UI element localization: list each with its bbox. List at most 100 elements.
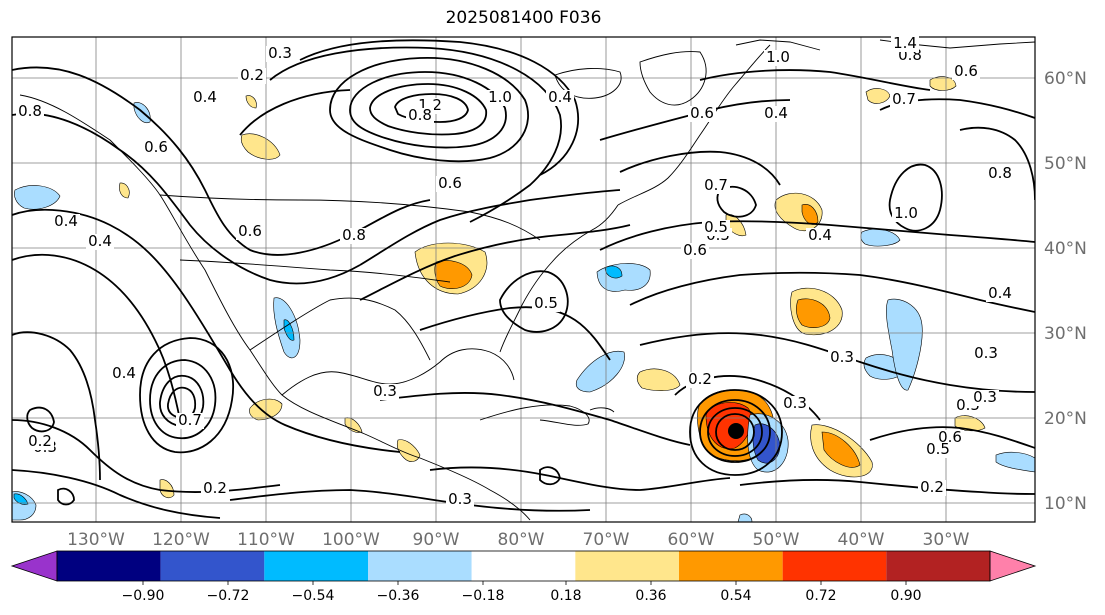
colorbar-extend-left — [10, 550, 58, 582]
contour-label-bg — [340, 228, 368, 244]
contour-label: 0.8 — [18, 102, 42, 120]
colorbar-tick-labels: −0.90 −0.72 −0.54 −0.36 −0.18 0.18 0.36 0.54 0.7… — [122, 581, 922, 604]
contour-label: 0.4 — [112, 364, 136, 382]
lon-label: 90°W — [413, 530, 460, 550]
shade-patch — [801, 204, 819, 225]
contour-label: 0.2 — [203, 479, 227, 497]
contour-label-bg — [828, 350, 856, 366]
contour-label: 0.3 — [268, 44, 292, 62]
shade-patch — [929, 76, 957, 91]
contour-label: 0.6 — [954, 62, 978, 80]
contour-label-bg — [110, 366, 138, 382]
colorbar — [10, 550, 1037, 582]
contour-label: 0.2 — [28, 432, 52, 450]
colorbar-tick-label: 0.72 — [805, 588, 836, 604]
contour-label: 0.2 — [240, 66, 264, 84]
contour-label: 0.6 — [144, 138, 168, 156]
colorbar-tick-label: 0.90 — [890, 588, 921, 604]
contour-label-bg — [681, 243, 709, 259]
lon-label: 50°W — [753, 530, 800, 550]
colorbar-tick-label: 0.36 — [635, 588, 666, 604]
contour-label-bg — [406, 108, 434, 124]
contour-label: 0.4 — [808, 226, 832, 244]
contour-label: 0.8 — [408, 106, 432, 124]
contour-label-bg — [952, 64, 980, 80]
colorbar-tick-label: −0.18 — [462, 588, 505, 604]
contour-label: 0.4 — [54, 212, 78, 230]
shade-patch — [796, 298, 831, 328]
contour-label: 0.7 — [178, 411, 202, 429]
contour-label-bg — [436, 176, 464, 192]
contour-label-bg — [971, 390, 999, 406]
shade-patch — [995, 451, 1035, 473]
contour-label-bg — [986, 286, 1014, 302]
lat-label: 50°N — [1044, 154, 1087, 174]
lon-label: 130°W — [67, 530, 125, 550]
contour-label-bg — [486, 90, 514, 106]
contour-label: 1.0 — [894, 204, 918, 222]
contour-label-bg — [176, 413, 204, 429]
contour-label: 1.0 — [488, 88, 512, 106]
contour-label: 0.4 — [988, 284, 1012, 302]
colorbar-tick-label: −0.54 — [292, 588, 335, 604]
contour-label-bg — [764, 50, 792, 66]
shade-patch — [159, 479, 175, 499]
longitude-labels: 130°W 120°W 110°W 100°W 90°W 80°W 70°W 60°W 50°W… — [67, 530, 970, 550]
contour-label-bg — [891, 36, 919, 52]
contour-label-bg — [986, 166, 1014, 182]
contour-label: 1.4 — [893, 34, 917, 52]
shade-patch — [636, 368, 681, 391]
contour-label-bg — [238, 68, 266, 84]
storm-center-marker — [728, 423, 744, 439]
shade-patch — [119, 182, 130, 199]
colorbar-segment — [471, 551, 576, 581]
colorbar-segment — [782, 551, 887, 581]
contour-label: 0.7 — [892, 90, 916, 108]
contour-label: 0.3 — [830, 348, 854, 366]
shade-patch — [575, 350, 625, 393]
colorbar-segment — [264, 551, 368, 581]
contour-label-bg — [201, 481, 229, 497]
contour-label-bg — [446, 492, 474, 508]
map-frame — [11, 36, 1036, 523]
colorbar-tick-label: −0.36 — [377, 588, 420, 604]
colorbar-tick-label: 0.18 — [550, 588, 581, 604]
lat-label: 30°N — [1044, 324, 1087, 344]
coastlines — [19, 39, 1035, 521]
contour-label: 0.5 — [704, 218, 728, 236]
contour-label-bg — [924, 442, 952, 458]
colorbar-segment — [368, 551, 472, 581]
contour-label: 1.0 — [766, 48, 790, 66]
colorbar-segment — [679, 551, 783, 581]
contour-label-bg — [371, 384, 399, 400]
contour-label: 0.7 — [704, 176, 728, 194]
lon-label: 110°W — [237, 530, 295, 550]
shade-patch — [737, 513, 753, 522]
lat-label: 60°N — [1044, 69, 1087, 89]
contour-label-bg — [52, 214, 80, 230]
shade-patch — [283, 319, 295, 341]
contour-label: 0.6 — [238, 222, 262, 240]
contour-label-bg — [686, 372, 714, 388]
colorbar-tick-label: 0.54 — [720, 588, 751, 604]
contour-label-bg — [142, 140, 170, 156]
shade-patch — [886, 298, 923, 391]
contour-label-bg — [806, 228, 834, 244]
contour-label-bg — [762, 106, 790, 122]
contour-label-bg — [16, 104, 44, 120]
contour-lines — [12, 39, 1035, 519]
contour-label-bg — [532, 296, 560, 312]
contour-label-bg — [191, 90, 219, 106]
contour-label: 0.3 — [448, 490, 472, 508]
page-title: 2025081400 F036 — [445, 8, 602, 28]
contour-label-bg — [892, 206, 920, 222]
contour-labels: 0.30.20.40.80.60.40.60.4 0.81.2 1.00.80.60… — [16, 34, 1014, 508]
contour-label-bg — [86, 234, 114, 250]
lon-label: 60°W — [668, 530, 715, 550]
contour-label: 0.6 — [438, 174, 462, 192]
lat-label: 40°N — [1044, 239, 1087, 259]
contour-label-bg — [266, 46, 294, 62]
contour-label: 0.3 — [783, 394, 807, 412]
map-gridlines — [12, 37, 1035, 522]
